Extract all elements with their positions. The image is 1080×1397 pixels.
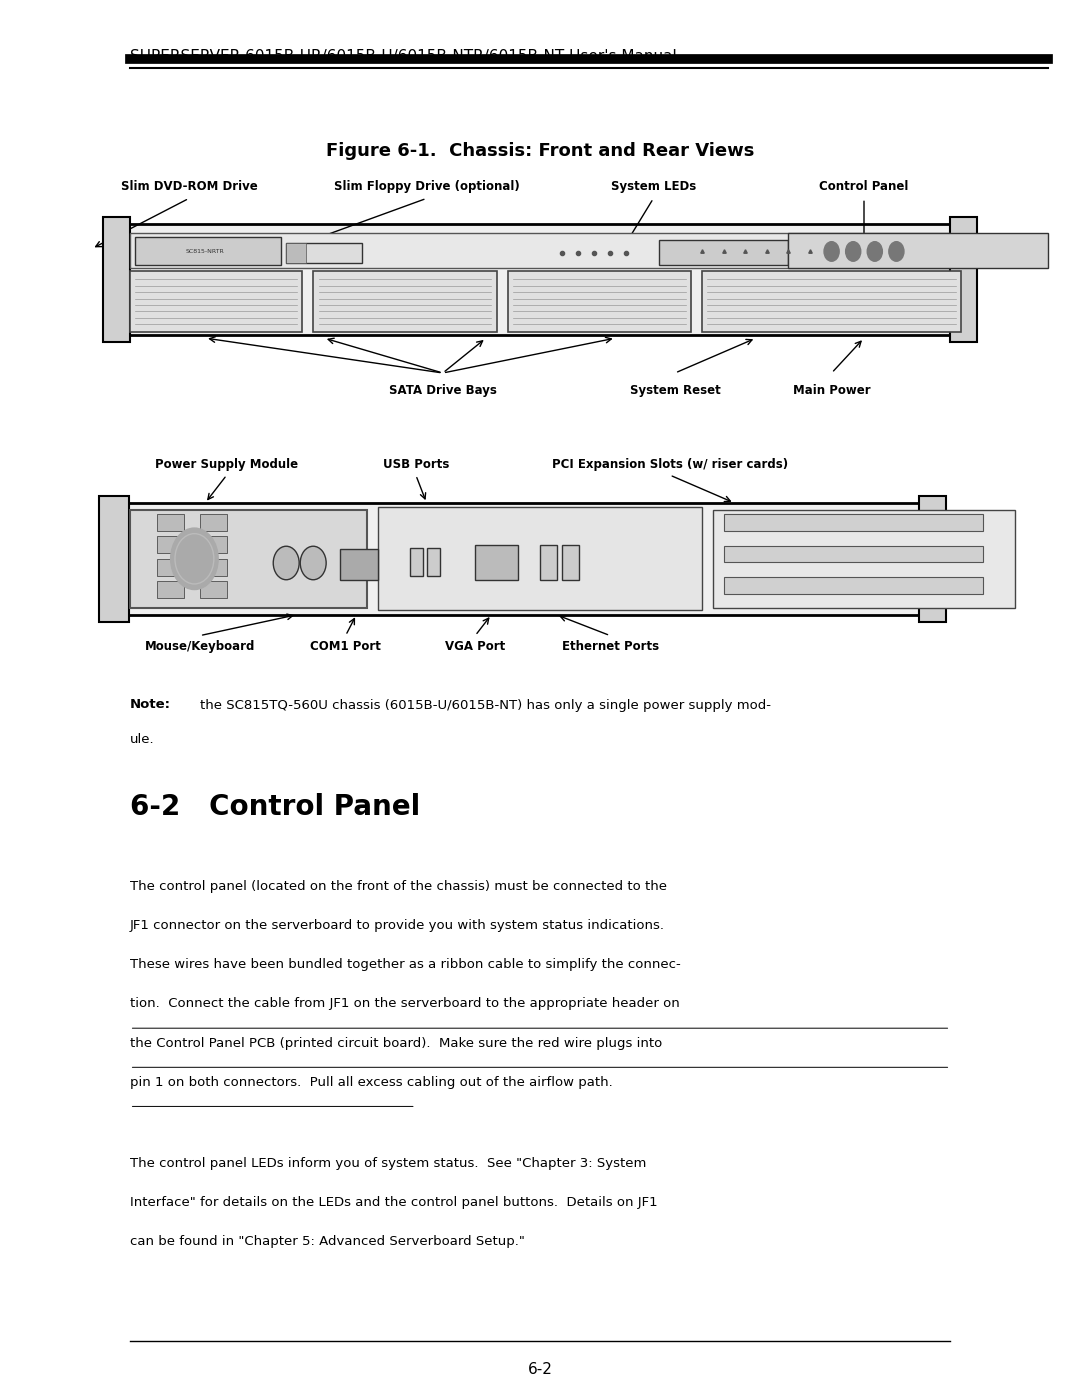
Circle shape — [846, 242, 861, 261]
Text: SC815-NRTR: SC815-NRTR — [186, 249, 225, 254]
Bar — [200, 536, 227, 553]
Bar — [286, 243, 306, 263]
Text: can be found in "Chapter 5: Advanced Serverboard Setup.": can be found in "Chapter 5: Advanced Ser… — [130, 1235, 525, 1248]
Bar — [702, 271, 961, 332]
Bar — [475, 545, 518, 580]
Bar — [200, 514, 227, 531]
Text: SATA Drive Bays: SATA Drive Bays — [389, 384, 497, 397]
Text: The control panel (located on the front of the chassis) must be connected to the: The control panel (located on the front … — [130, 880, 666, 893]
Bar — [713, 510, 1015, 608]
Bar — [119, 503, 929, 615]
Text: These wires have been bundled together as a ribbon cable to simplify the connec-: These wires have been bundled together a… — [130, 958, 680, 971]
Circle shape — [273, 546, 299, 580]
Text: Power Supply Module: Power Supply Module — [156, 458, 298, 471]
Text: USB Ports: USB Ports — [382, 458, 449, 471]
Circle shape — [300, 546, 326, 580]
Bar — [313, 271, 497, 332]
Circle shape — [867, 242, 882, 261]
Text: Slim Floppy Drive (optional): Slim Floppy Drive (optional) — [334, 180, 519, 193]
Text: 6-2: 6-2 — [527, 1362, 553, 1377]
Bar — [724, 514, 983, 531]
Text: JF1 connector on the serverboard to provide you with system status indications.: JF1 connector on the serverboard to prov… — [130, 919, 664, 932]
Bar — [286, 243, 362, 263]
Text: Slim DVD-ROM Drive: Slim DVD-ROM Drive — [121, 180, 257, 193]
Text: Interface" for details on the LEDs and the control panel buttons.  Details on JF: Interface" for details on the LEDs and t… — [130, 1196, 658, 1208]
Bar — [157, 559, 184, 576]
Text: SUPERSERVER 6015B-UR/6015B-U/6015B-NTR/6015B-NT User's Manual: SUPERSERVER 6015B-UR/6015B-U/6015B-NTR/6… — [130, 49, 676, 64]
Bar — [135, 237, 281, 265]
Text: the Control Panel PCB (printed circuit board).  Make sure the red wire plugs int: the Control Panel PCB (printed circuit b… — [130, 1037, 662, 1049]
Bar — [919, 496, 946, 622]
Text: The control panel LEDs inform you of system status.  See "Chapter 3: System: The control panel LEDs inform you of sys… — [130, 1157, 646, 1169]
Bar — [378, 507, 702, 610]
Bar — [130, 510, 367, 608]
Text: Control Panel: Control Panel — [820, 180, 908, 193]
Circle shape — [824, 242, 839, 261]
Text: ule.: ule. — [130, 733, 154, 746]
Bar — [157, 581, 184, 598]
Circle shape — [889, 242, 904, 261]
Text: VGA Port: VGA Port — [445, 640, 505, 652]
Text: System Reset: System Reset — [630, 384, 720, 397]
Bar — [540, 545, 557, 580]
Bar — [427, 548, 440, 576]
Bar — [119, 224, 961, 335]
Bar — [724, 577, 983, 594]
Bar — [788, 233, 1048, 268]
Bar — [99, 496, 129, 622]
Text: Ethernet Ports: Ethernet Ports — [562, 640, 659, 652]
Bar — [724, 545, 983, 562]
Text: Main Power: Main Power — [793, 384, 870, 397]
Text: COM1 Port: COM1 Port — [310, 640, 381, 652]
Bar — [130, 271, 302, 332]
Bar — [659, 240, 788, 265]
Text: Note:: Note: — [130, 698, 171, 711]
Text: Figure 6-1.  Chassis: Front and Rear Views: Figure 6-1. Chassis: Front and Rear View… — [326, 142, 754, 161]
Bar — [200, 559, 227, 576]
Text: tion.  Connect the cable from JF1 on the serverboard to the appropriate header o: tion. Connect the cable from JF1 on the … — [130, 997, 679, 1010]
Text: PCI Expansion Slots (w/ riser cards): PCI Expansion Slots (w/ riser cards) — [552, 458, 787, 471]
Bar — [410, 548, 423, 576]
Bar — [950, 217, 977, 342]
Text: System LEDs: System LEDs — [611, 180, 696, 193]
Bar — [157, 514, 184, 531]
Bar — [103, 217, 130, 342]
Circle shape — [171, 528, 218, 590]
Bar — [562, 545, 579, 580]
Bar — [200, 581, 227, 598]
Bar — [508, 271, 691, 332]
Bar — [157, 536, 184, 553]
Text: pin 1 on both connectors.  Pull all excess cabling out of the airflow path.: pin 1 on both connectors. Pull all exces… — [130, 1076, 612, 1088]
Bar — [340, 549, 378, 580]
Bar — [130, 233, 950, 268]
Text: Mouse/Keyboard: Mouse/Keyboard — [145, 640, 255, 652]
Text: the SC815TQ-560U chassis (6015B-U/6015B-NT) has only a single power supply mod-: the SC815TQ-560U chassis (6015B-U/6015B-… — [200, 698, 771, 711]
Text: 6-2   Control Panel: 6-2 Control Panel — [130, 793, 420, 821]
